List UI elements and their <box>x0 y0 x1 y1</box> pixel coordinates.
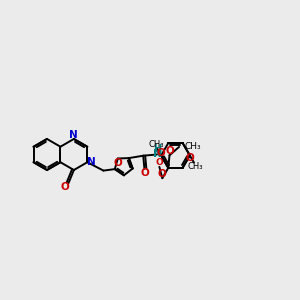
Text: O: O <box>157 148 166 158</box>
Text: N: N <box>87 157 96 167</box>
Text: O: O <box>155 158 163 167</box>
Text: N: N <box>70 130 78 140</box>
Text: O: O <box>165 146 174 155</box>
Text: CH₃: CH₃ <box>184 142 201 152</box>
Text: N: N <box>153 148 162 159</box>
Text: H: H <box>153 143 161 154</box>
Text: CH₃: CH₃ <box>187 162 203 171</box>
Text: O: O <box>113 158 122 168</box>
Text: O: O <box>61 182 69 192</box>
Text: O: O <box>158 169 166 179</box>
Text: O: O <box>185 152 194 163</box>
Text: CH₃: CH₃ <box>148 140 164 149</box>
Text: O: O <box>140 168 149 178</box>
